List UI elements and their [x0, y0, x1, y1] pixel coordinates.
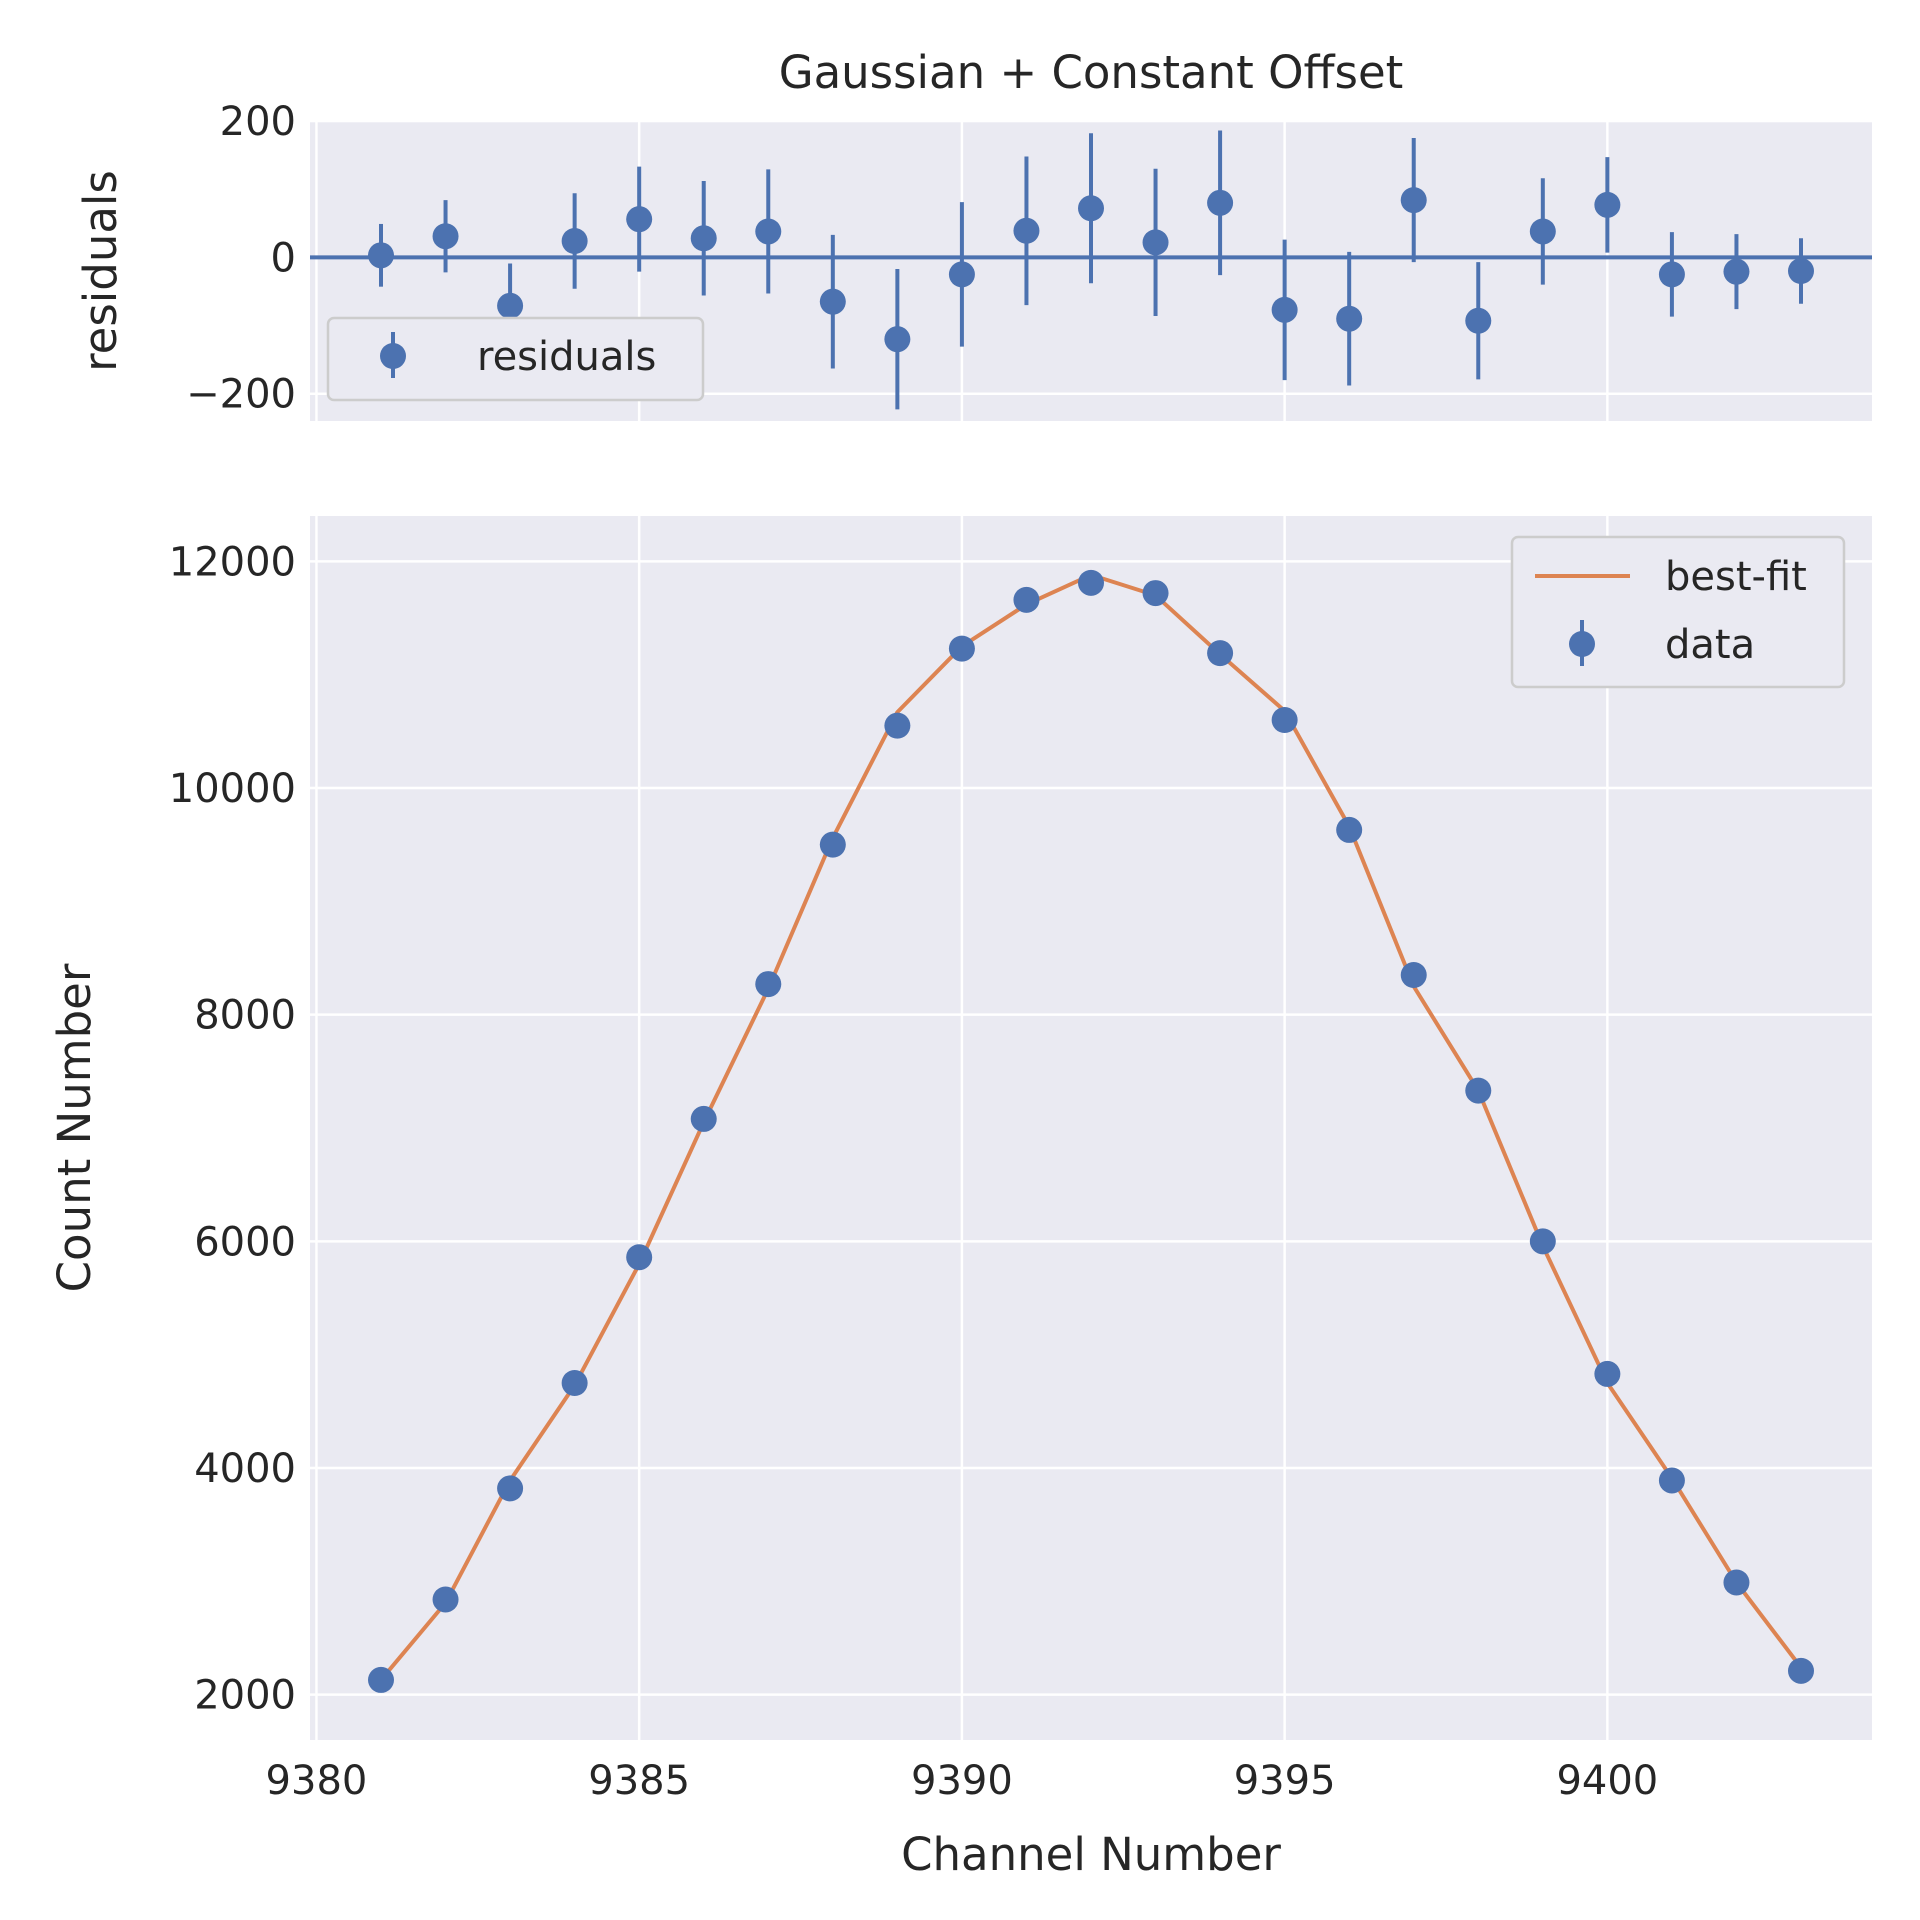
main-legend: best-fit data	[1510, 535, 1846, 689]
data-point	[819, 831, 846, 858]
residual-point	[1207, 189, 1234, 216]
data-point	[1078, 569, 1104, 596]
data-point	[626, 1244, 653, 1271]
residual-point	[1594, 191, 1621, 218]
residual-point	[690, 225, 717, 252]
legend-data-dot-marker	[1569, 631, 1595, 657]
residuals-legend-label: residuals	[477, 334, 656, 380]
data-point	[1723, 1569, 1750, 1596]
main-y-tick-label: 4000	[194, 1446, 296, 1492]
data-point	[1336, 816, 1363, 843]
main-plot-area	[310, 516, 1872, 1740]
residual-point	[497, 292, 524, 319]
residuals-y-ticks: −200 0 200	[186, 99, 296, 418]
x-tick-label: 9395	[1234, 1758, 1336, 1804]
residual-point	[1465, 307, 1492, 334]
residual-point	[819, 288, 846, 315]
x-tick-label: 9385	[588, 1758, 690, 1804]
residual-point	[1529, 218, 1556, 245]
data-point	[755, 971, 782, 998]
residuals-panel: −200 0 200 Gaussian + Constant Offset resi…	[74, 46, 1872, 421]
data-point	[690, 1105, 717, 1132]
data-point	[1529, 1228, 1556, 1255]
x-tick-label: 9380	[266, 1758, 368, 1804]
data-point	[368, 1666, 394, 1693]
data-point	[497, 1475, 524, 1502]
residuals-y-axis-label: residuals	[74, 170, 127, 372]
residual-point	[1271, 296, 1298, 323]
data-point	[1142, 580, 1169, 607]
data-point	[1207, 640, 1234, 667]
residuals-legend-box	[326, 316, 705, 402]
data-point	[1788, 1657, 1814, 1684]
residual-point	[755, 218, 782, 245]
residual-point	[1336, 305, 1363, 332]
main-y-tick-label: 2000	[194, 1673, 296, 1719]
data-point	[561, 1370, 588, 1396]
chart-title: Gaussian + Constant Offset	[779, 46, 1404, 99]
residuals-series	[310, 130, 1872, 410]
residuals-y-tick-label: 200	[220, 99, 296, 145]
residual-point	[1723, 258, 1750, 285]
residuals-legend: residuals	[326, 316, 705, 402]
x-axis-label: Channel Number	[901, 1828, 1281, 1881]
residual-point	[432, 223, 459, 250]
residual-point	[1788, 258, 1814, 284]
main-y-tick-label: 8000	[194, 993, 296, 1039]
residuals-y-tick-label: 0	[271, 235, 296, 281]
residuals-y-tick-label: −200	[186, 372, 296, 418]
residual-point	[1400, 187, 1427, 214]
residuals-legend-dot-marker	[380, 343, 406, 369]
data-point	[1271, 707, 1298, 733]
residual-point	[884, 326, 911, 353]
residual-point	[626, 206, 653, 233]
main-y-tick-label: 10000	[169, 766, 296, 812]
data-point	[1594, 1360, 1621, 1387]
x-tick-label: 9390	[911, 1758, 1013, 1804]
data-point	[1400, 962, 1427, 988]
residual-point	[1013, 217, 1040, 244]
residual-point	[1142, 229, 1169, 256]
residual-point	[368, 242, 394, 269]
residual-point	[1658, 261, 1685, 288]
y-axis-label: Count Number	[48, 963, 101, 1292]
legend-data-label: data	[1665, 622, 1755, 668]
data-point	[1658, 1467, 1685, 1494]
data-point	[1465, 1077, 1492, 1104]
main-series	[368, 569, 1814, 1693]
x-tick-label: 9400	[1556, 1758, 1658, 1804]
data-point	[1013, 586, 1040, 613]
legend-best-fit-label: best-fit	[1665, 554, 1807, 600]
residual-point	[561, 228, 588, 254]
data-point	[948, 635, 975, 662]
main-y-tick-label: 6000	[194, 1219, 296, 1265]
data-point	[432, 1586, 459, 1613]
main-y-ticks: 2000 4000 6000 8000 10000 12000	[169, 539, 296, 1718]
data-point	[884, 712, 911, 739]
x-ticks: 9380 9385 9390 9395 9400	[266, 1758, 1659, 1804]
main-y-tick-label: 12000	[169, 539, 296, 585]
residual-point	[948, 261, 975, 288]
residual-point	[1078, 195, 1104, 222]
